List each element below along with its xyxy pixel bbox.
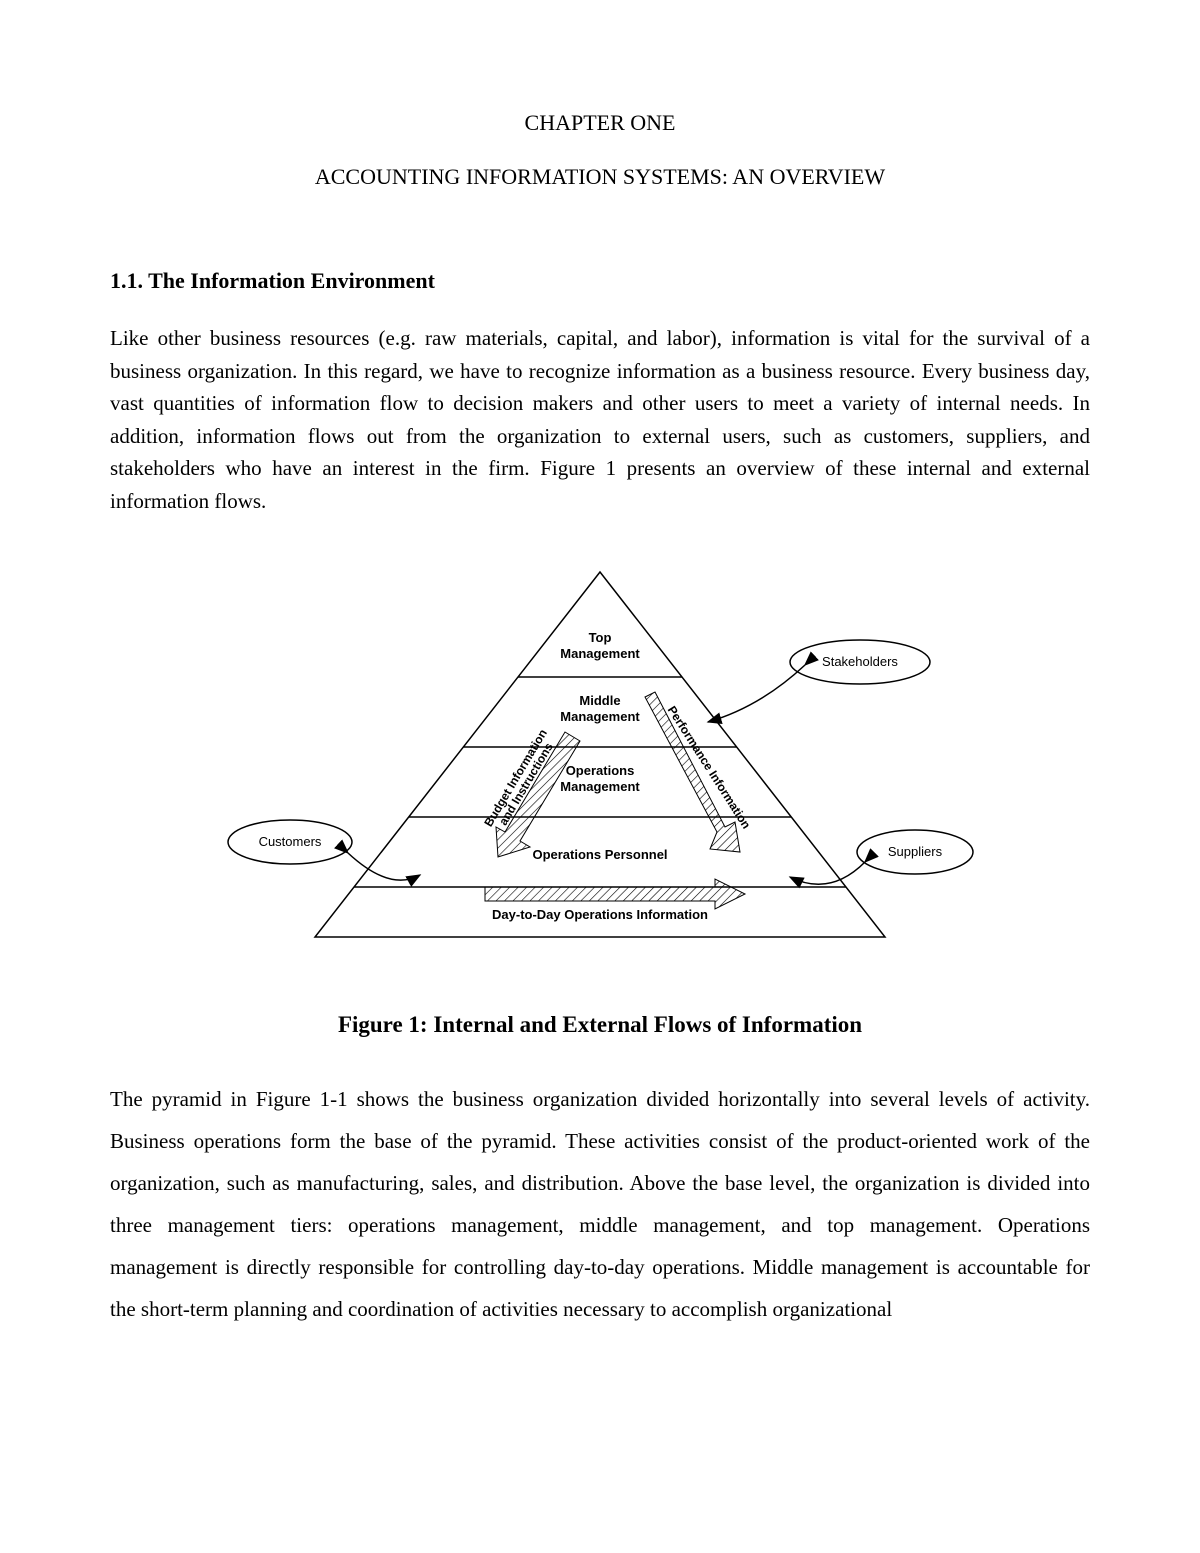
pyramid-level-label: Management — [560, 709, 640, 724]
figure-1: TopManagementMiddleManagementOperationsM… — [220, 557, 980, 992]
pyramid-level-label: Top — [589, 630, 612, 645]
intro-paragraph: Like other business resources (e.g. raw … — [110, 322, 1090, 517]
pyramid-outline — [315, 572, 885, 937]
stakeholders-label: Stakeholders — [822, 654, 898, 669]
pyramid-level-label: Day-to-Day Operations Information — [492, 907, 708, 922]
suppliers-label: Suppliers — [888, 844, 943, 859]
figure-caption: Figure 1: Internal and External Flows of… — [110, 1012, 1090, 1038]
horizontal-arrow — [485, 879, 745, 909]
connector-arrow-0 — [348, 853, 420, 880]
pyramid-level-label: Management — [560, 779, 640, 794]
body-paragraph-2: The pyramid in Figure 1-1 shows the busi… — [110, 1078, 1090, 1330]
connector-arrow-1 — [708, 665, 805, 722]
section-heading: 1.1. The Information Environment — [110, 268, 1090, 294]
chapter-subtitle: ACCOUNTING INFORMATION SYSTEMS: AN OVERV… — [110, 164, 1090, 190]
document-page: CHAPTER ONE ACCOUNTING INFORMATION SYSTE… — [0, 0, 1200, 1553]
pyramid-level-label: Operations Personnel — [532, 847, 667, 862]
chapter-title: CHAPTER ONE — [110, 110, 1090, 136]
pyramid-level-label: Middle — [579, 693, 620, 708]
customers-label: Customers — [259, 834, 322, 849]
pyramid-level-label: Operations — [566, 763, 635, 778]
pyramid-level-label: Management — [560, 646, 640, 661]
connector-arrow-2 — [790, 862, 865, 884]
pyramid-diagram: TopManagementMiddleManagementOperationsM… — [220, 557, 980, 987]
